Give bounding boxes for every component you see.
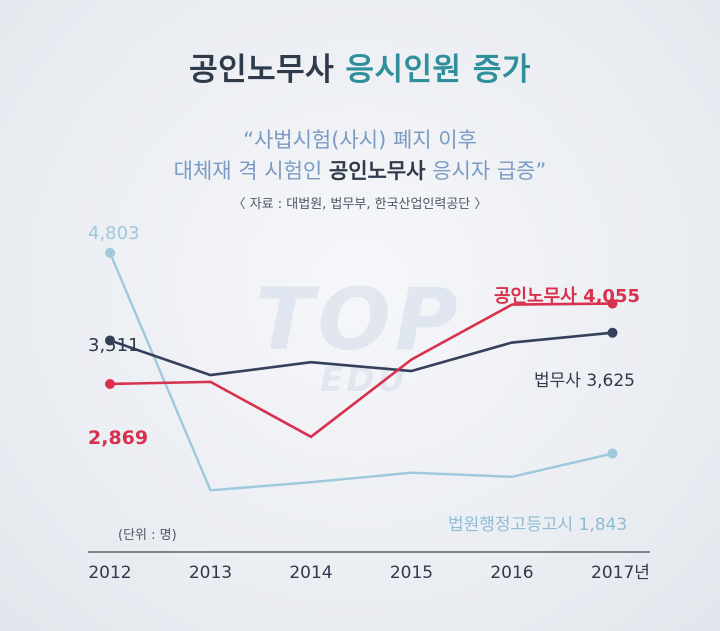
series-line-legal [109, 331, 613, 377]
x-tick-label: 2013 [189, 563, 232, 583]
subtitle-highlight: 공인노무사 [328, 159, 426, 183]
data-point-legal [607, 327, 618, 338]
subtitle-line2-post: 응시자 급증” [425, 159, 547, 183]
label-legal-start: 3,511 [88, 335, 140, 356]
unit-note: (단위 : 명) [118, 528, 177, 543]
data-point-court [105, 247, 115, 258]
x-tick-label: 2017년 [591, 563, 650, 583]
label-court-end: 법원행정고등고시 1,843 [448, 515, 627, 535]
label-legal-end: 법무사 3,625 [534, 371, 635, 391]
x-tick-label: 2014 [289, 563, 332, 583]
x-tick-label: 2016 [490, 563, 533, 583]
x-tick-label: 2015 [390, 563, 433, 583]
subtitle-line1: “사법시험(사시) 폐지 이후 [243, 128, 477, 152]
source-note: 〈 자료 : 대법원, 법무부, 한국산업인력공단 〉 [232, 197, 488, 212]
data-point-court [607, 448, 618, 459]
series-line-labor [109, 302, 613, 439]
subtitle-line2: 대체재 격 시험인 공인노무사 응시자 급증” [0, 155, 720, 185]
data-point-labor [607, 298, 618, 309]
series-line-court [108, 252, 613, 492]
page-title: 공인노무사 응시인원 증가 [0, 44, 720, 89]
label-court-start: 4,803 [88, 223, 140, 244]
label-labor-end: 공인노무사 4,055 [494, 286, 640, 307]
title-main: 공인노무사 [189, 52, 335, 88]
label-labor-start: 2,869 [88, 427, 148, 449]
x-tick-label: 2012 [88, 563, 131, 583]
subtitle-line2-pre: 대체재 격 시험인 [173, 159, 329, 183]
data-point-labor [105, 378, 115, 389]
title-accent: 응시인원 증가 [345, 52, 531, 88]
data-point-legal [105, 335, 115, 346]
